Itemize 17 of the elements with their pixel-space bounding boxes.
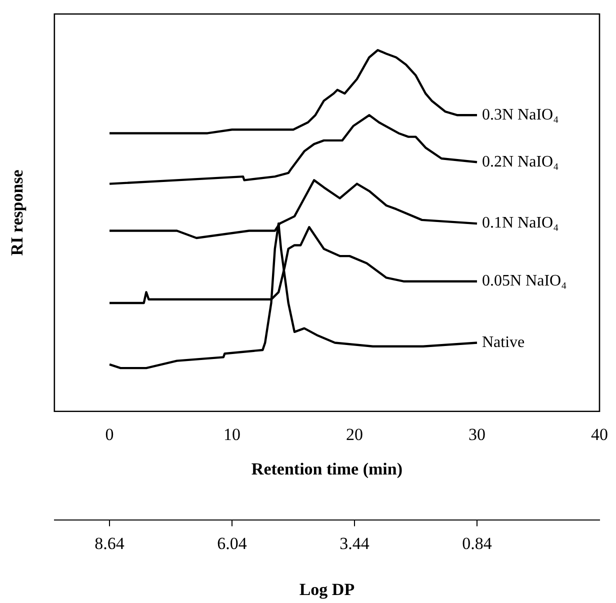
x2-tick-label: 3.44 [340, 534, 370, 553]
series-label: 0.05N NaIO₄ [482, 272, 568, 290]
x-axis-title: Retention time (min) [251, 459, 402, 478]
x-tick-label: 20 [346, 425, 364, 444]
series-label: Native [482, 334, 525, 351]
x-tick-label: 10 [224, 425, 241, 444]
x2-tick-label: 8.64 [94, 534, 125, 553]
x2-axis-title: Log DP [299, 580, 355, 600]
x2-tick-label: 0.84 [462, 534, 492, 553]
x-tick-label: 30 [468, 425, 486, 444]
series-label: 0.3N NaIO₄ [482, 106, 560, 124]
y-axis-title: RI response [8, 169, 27, 256]
series-label: 0.2N NaIO₄ [482, 153, 560, 170]
x-tick-label: 0 [105, 425, 114, 444]
x-tick-label: 40 [591, 425, 608, 444]
series-label: 0.1N NaIO₄ [482, 214, 560, 232]
x2-tick-label: 6.04 [217, 534, 248, 553]
